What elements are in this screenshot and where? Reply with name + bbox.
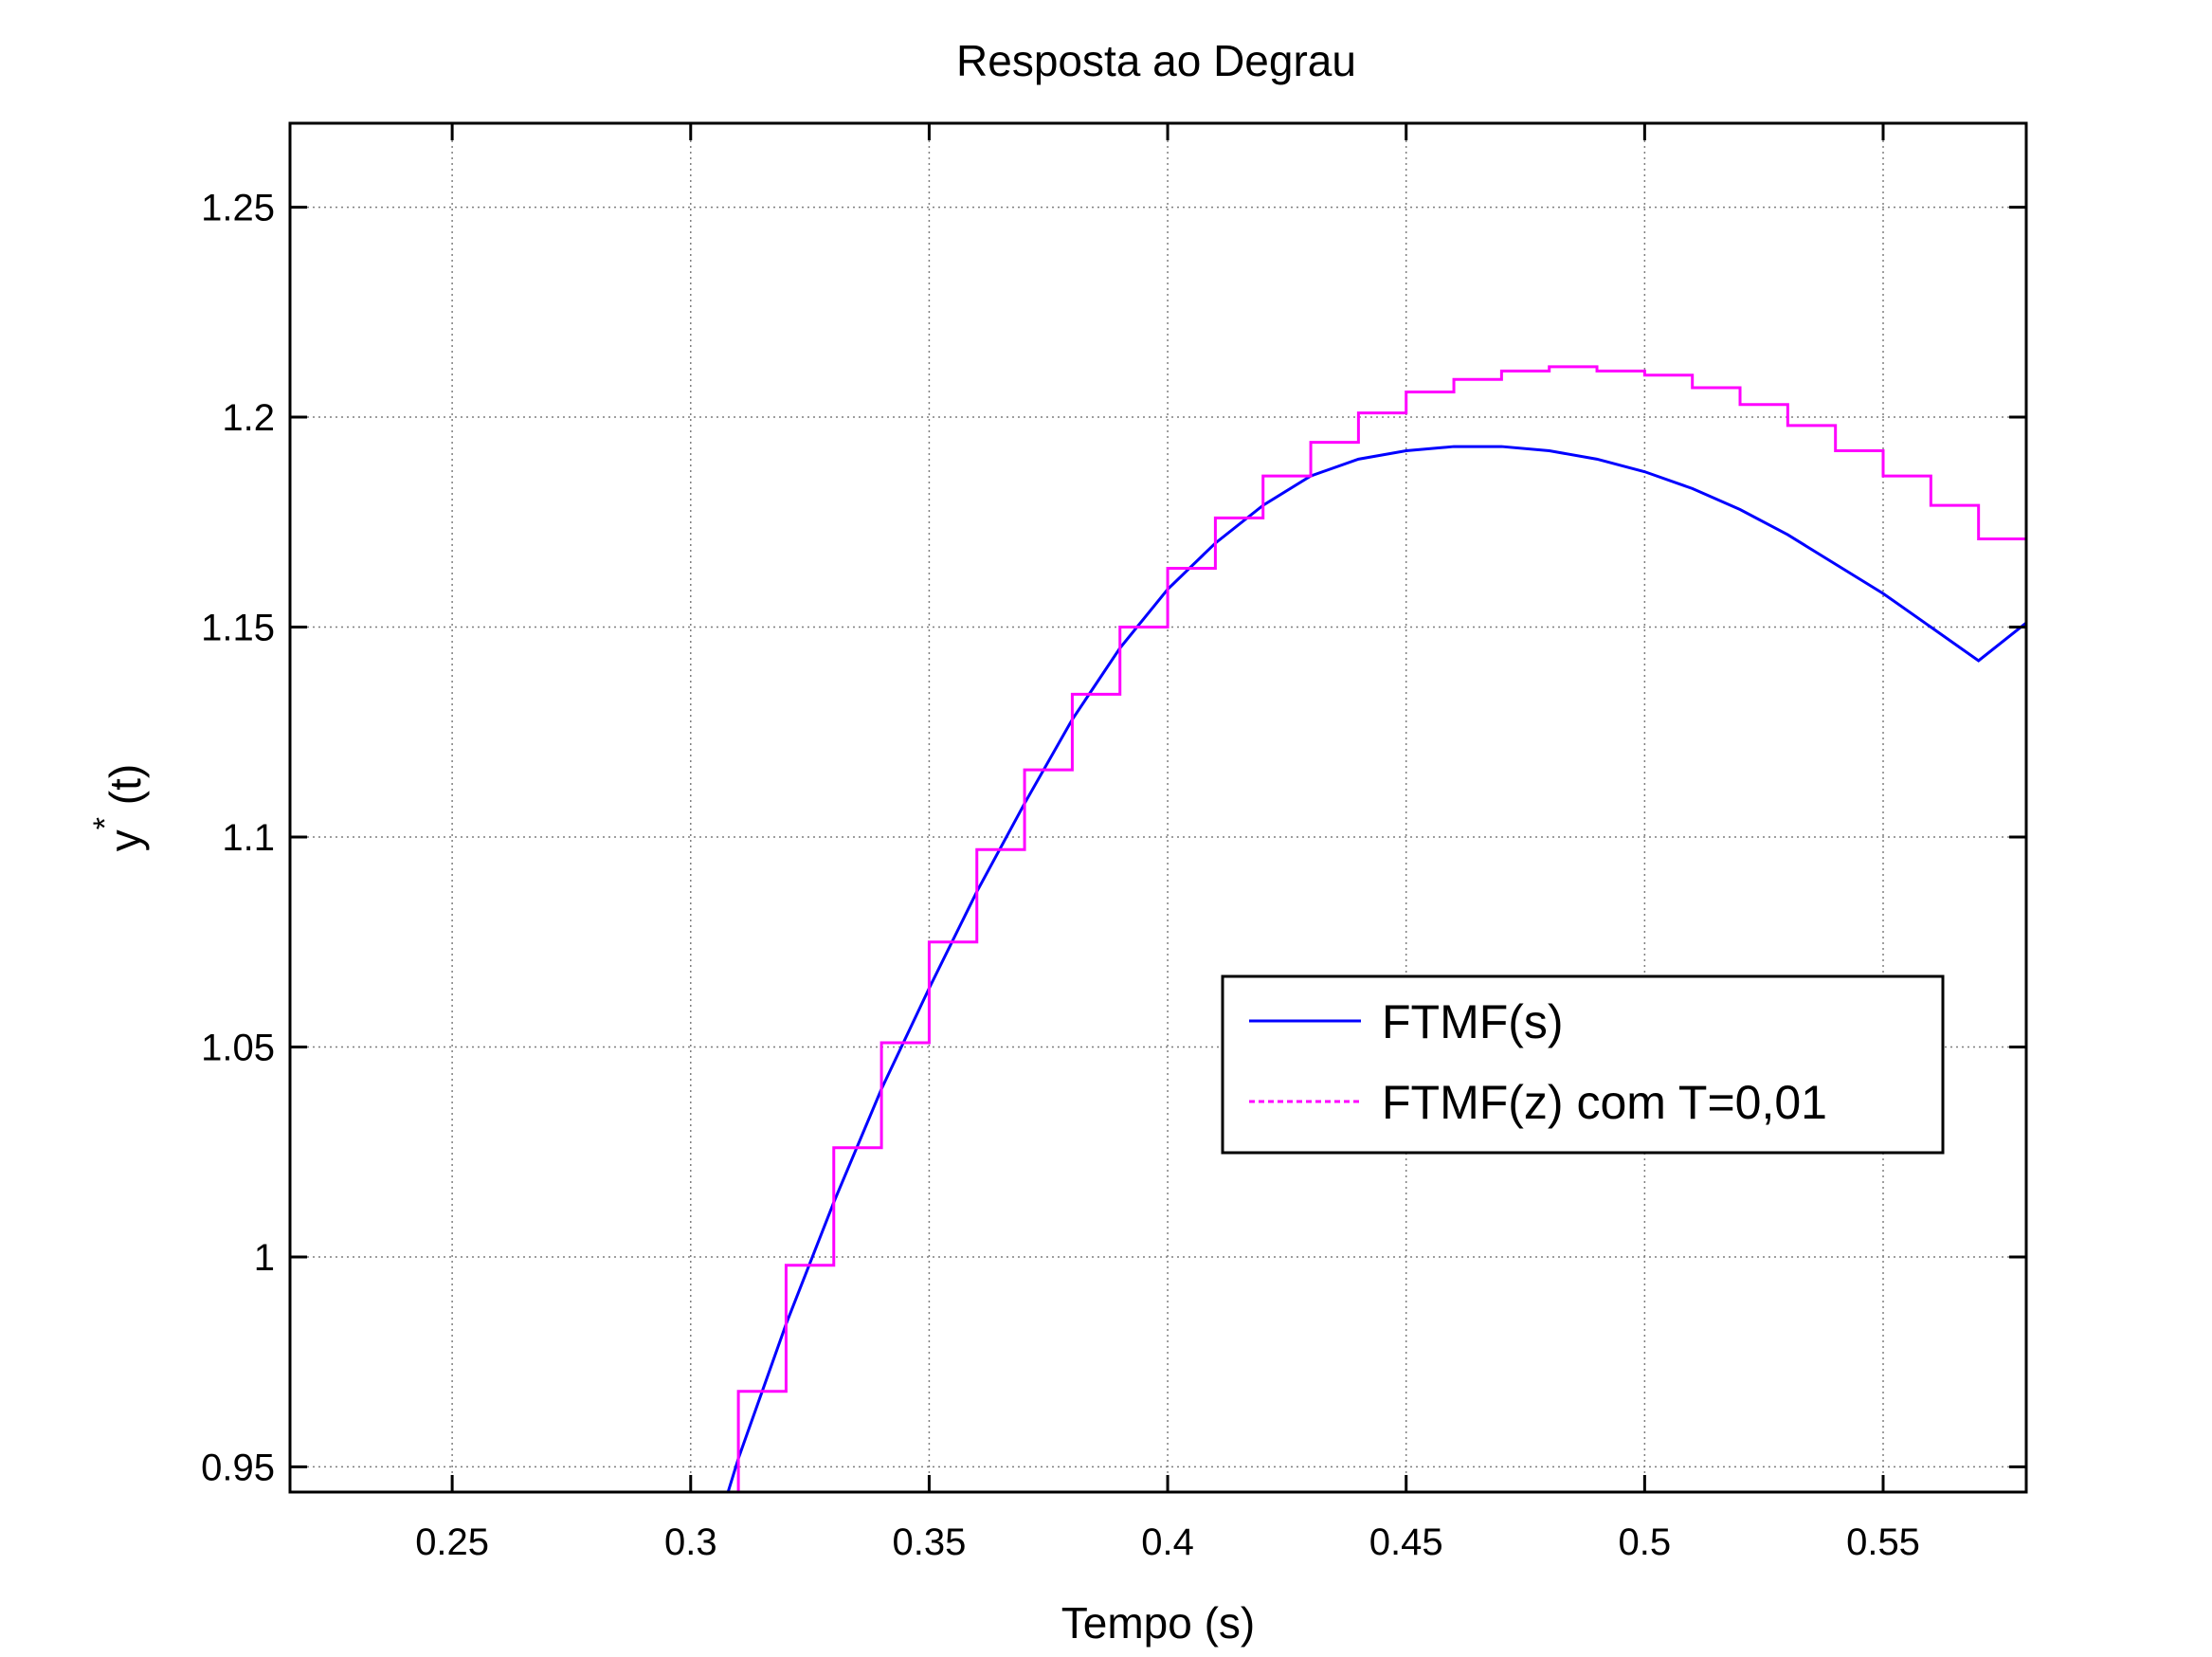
legend-label-ftmf-z: FTMF(z) com T=0,01 [1382, 1076, 1827, 1129]
y-tick-label: 1 [254, 1237, 275, 1279]
plot-area-frame [288, 121, 2028, 1494]
legend-label-ftmf-s: FTMF(s) [1382, 995, 1564, 1048]
series-line-ftmf-s [726, 445, 2026, 1492]
y-tick-label: 0.95 [201, 1447, 275, 1488]
axis-ticks [290, 123, 2026, 1492]
y-tick-label: 1.2 [222, 397, 275, 439]
y-axis-label-superscript: * [87, 817, 123, 829]
y-tick-label: 1.05 [201, 1027, 275, 1068]
x-tick-label: 0.35 [892, 1521, 966, 1563]
legend-box [1221, 974, 1945, 1155]
series-layer [726, 365, 2026, 1492]
grid-lines [290, 123, 2026, 1492]
x-axis-label: Tempo (s) [1061, 1598, 1255, 1648]
series-line-ftmf-z [736, 365, 2026, 1492]
x-tick-label: 0.55 [1846, 1521, 1920, 1563]
y-tick-label: 1.15 [201, 608, 275, 649]
x-tick-label: 0.3 [664, 1521, 717, 1563]
y-tick-label: 1.1 [222, 817, 275, 859]
x-tick-label: 0.4 [1141, 1521, 1194, 1563]
y-axis-label: y* (t) [87, 764, 150, 851]
y-axis-label-group: y* (t) [87, 764, 150, 851]
chart-title: Resposta ao Degrau [956, 36, 1356, 85]
x-tick-label: 0.25 [415, 1521, 489, 1563]
y-tick-label: 1.25 [201, 188, 275, 229]
x-tick-label: 0.5 [1619, 1521, 1672, 1563]
x-tick-labels: 0.25 0.3 0.35 0.4 0.45 0.5 0.55 [415, 1521, 1920, 1563]
y-tick-labels: 0.95 1 1.05 1.1 1.15 1.2 1.25 [201, 188, 275, 1489]
legend: FTMF(s) FTMF(z) com T=0,01 [1221, 974, 1945, 1155]
x-tick-label: 0.45 [1369, 1521, 1443, 1563]
